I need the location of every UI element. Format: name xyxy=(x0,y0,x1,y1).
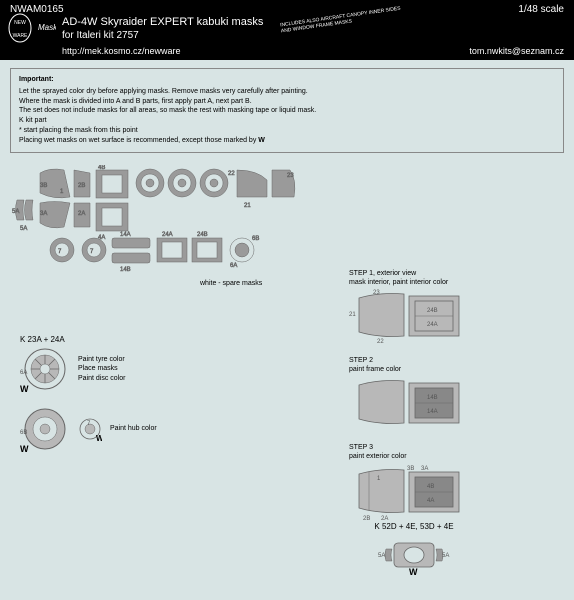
svg-text:2B: 2B xyxy=(363,516,370,522)
step-2: STEP 2 paint frame color 14B 14A xyxy=(349,357,559,436)
bottom-title: K 52D + 4E, 53D + 4E xyxy=(374,522,454,531)
svg-text:21: 21 xyxy=(349,312,356,318)
important-line: * start placing the mask from this point xyxy=(19,126,555,136)
tyre-instructions: Paint tyre color Place masks Paint disc … xyxy=(78,355,125,382)
svg-text:6B: 6B xyxy=(20,430,27,436)
important-line: K kit part xyxy=(19,116,555,126)
svg-text:22: 22 xyxy=(228,171,235,177)
svg-text:23: 23 xyxy=(287,173,294,179)
important-line: Where the mask is divided into A and B p… xyxy=(19,97,555,107)
svg-text:Masks: Masks xyxy=(38,23,56,32)
svg-text:24A: 24A xyxy=(162,232,173,238)
svg-text:5A: 5A xyxy=(442,553,449,559)
important-line: The set does not include masks for all a… xyxy=(19,106,555,116)
svg-text:W: W xyxy=(20,444,29,454)
step-3: STEP 3 paint exterior color 4B 4A 3B 3A … xyxy=(349,444,559,527)
svg-text:3A: 3A xyxy=(421,466,428,472)
svg-text:W: W xyxy=(96,434,102,441)
svg-text:24B: 24B xyxy=(197,232,208,238)
svg-text:14B: 14B xyxy=(120,267,131,273)
svg-text:23: 23 xyxy=(373,290,380,296)
svg-text:6A: 6A xyxy=(20,370,27,376)
wheel-title: K 23A + 24A xyxy=(20,335,220,344)
svg-text:14A: 14A xyxy=(427,409,438,415)
svg-text:5A: 5A xyxy=(12,209,19,215)
important-title: Important: xyxy=(19,75,555,85)
svg-text:24A: 24A xyxy=(427,322,438,328)
svg-text:14A: 14A xyxy=(120,232,131,238)
svg-text:3A: 3A xyxy=(40,211,47,217)
painting-steps: STEP 1, exterior view mask interior, pai… xyxy=(349,270,559,535)
spare-masks-label: white - spare masks xyxy=(200,280,262,287)
svg-text:21: 21 xyxy=(244,203,251,209)
wheel-small-icon: 7 W xyxy=(78,417,102,441)
svg-text:NEW: NEW xyxy=(14,20,26,26)
wheel-instructions: K 23A + 24A 6A W Paint tyre color Place … xyxy=(20,335,220,464)
svg-text:4A: 4A xyxy=(427,498,434,504)
important-notice: Important: Let the sprayed color dry bef… xyxy=(10,68,564,153)
hub-instructions: Paint hub color xyxy=(110,424,157,433)
svg-text:6A: 6A xyxy=(230,263,237,269)
svg-text:4B: 4B xyxy=(98,165,105,171)
website-url: http://mek.kosmo.cz/newware xyxy=(62,46,181,56)
svg-text:24B: 24B xyxy=(427,308,438,314)
svg-text:W: W xyxy=(20,384,29,394)
wheel-tyre-icon: 6A W xyxy=(20,344,70,394)
svg-text:6B: 6B xyxy=(252,236,259,242)
product-subtitle: for Italeri kit 2757 xyxy=(62,30,139,41)
masks-layout: 5A 5A 3B 1 2B 3A 2A 4B xyxy=(12,165,312,285)
scale-label: 1/48 scale xyxy=(518,4,564,15)
svg-text:5A: 5A xyxy=(378,553,385,559)
svg-text:W: W xyxy=(409,567,418,575)
wheel-hub-icon: 6B W xyxy=(20,404,70,454)
important-line: Placing wet masks on wet surface is reco… xyxy=(19,136,555,146)
contact-email: tom.nwkits@seznam.cz xyxy=(469,46,564,56)
svg-text:4B: 4B xyxy=(427,484,434,490)
svg-text:WARE: WARE xyxy=(13,33,28,39)
svg-text:22: 22 xyxy=(377,339,384,344)
svg-text:3B: 3B xyxy=(407,466,414,472)
svg-text:2A: 2A xyxy=(78,211,85,217)
header-bar: NWAM0165 1/48 scale NEW WARE Masks AD-4W… xyxy=(0,0,574,60)
bottom-mask: K 52D + 4E, 53D + 4E 5A 5A W xyxy=(374,522,454,580)
svg-text:14B: 14B xyxy=(427,395,438,401)
diagonal-note: INCLUDES ALSO AIRCRAFT CANOPY INNER SIDE… xyxy=(280,6,402,35)
svg-text:2B: 2B xyxy=(78,183,85,189)
product-title: AD-4W Skyraider EXPERT kabuki masks xyxy=(62,16,263,28)
svg-text:3B: 3B xyxy=(40,183,47,189)
step-1: STEP 1, exterior view mask interior, pai… xyxy=(349,270,559,349)
important-line: Let the sprayed color dry before applyin… xyxy=(19,87,555,97)
brand-logo: NEW WARE Masks xyxy=(8,12,56,44)
svg-text:5A: 5A xyxy=(20,226,27,232)
